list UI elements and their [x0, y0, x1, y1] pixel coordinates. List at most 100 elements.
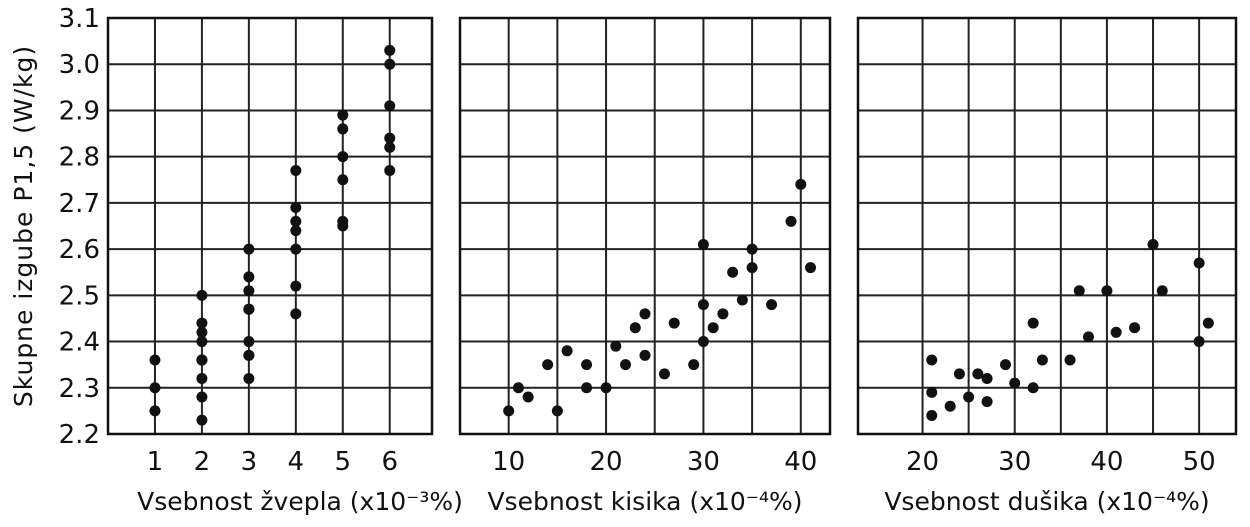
y-tick-label: 2.6	[59, 235, 100, 265]
data-point	[149, 354, 161, 366]
data-point	[149, 405, 161, 417]
panel-frame	[106, 16, 434, 436]
y-tick-label: 2.2	[59, 420, 100, 450]
data-point	[1129, 322, 1141, 334]
data-point	[981, 373, 993, 385]
data-point	[196, 373, 208, 385]
y-tick-label: 2.3	[59, 374, 100, 404]
data-point	[243, 336, 255, 348]
panel-frame	[856, 16, 1238, 436]
data-point	[243, 271, 255, 283]
data-point	[337, 220, 349, 232]
data-point	[542, 359, 554, 371]
x-axis-label: Vsebnost kisika (x10⁻⁴%)	[487, 487, 802, 516]
data-point	[926, 354, 938, 366]
chart-panel-3: 20 30 40 50 Vsebnost dušika (x10⁻⁴%)	[856, 16, 1238, 516]
data-point	[668, 317, 680, 329]
data-point	[290, 215, 302, 227]
data-point	[717, 308, 729, 320]
data-point	[243, 303, 255, 315]
data-point	[243, 373, 255, 385]
data-point	[290, 225, 302, 237]
chart-panel-2: 10 20 30 40 Vsebnost kisika (x10⁻⁴%)	[458, 16, 832, 516]
data-point	[581, 382, 593, 394]
data-point	[1036, 354, 1048, 366]
data-point	[629, 322, 641, 334]
data-point	[600, 382, 612, 394]
data-point	[337, 123, 349, 135]
y-tick-label: 2.5	[59, 281, 100, 311]
data-point	[337, 109, 349, 121]
y-axis-label: Skupne izgube P1,5 (W/kg)	[9, 45, 38, 407]
x-tick-label: 20	[906, 447, 939, 477]
data-point	[561, 345, 573, 357]
data-point	[697, 336, 709, 348]
data-point	[1027, 382, 1039, 394]
x-tick-label: 3	[241, 447, 258, 477]
data-point	[503, 405, 515, 417]
data-point	[290, 202, 302, 214]
data-point	[384, 132, 396, 144]
data-point	[337, 151, 349, 163]
y-tick-label: 2.7	[59, 189, 100, 219]
data-point	[620, 359, 632, 371]
data-point	[384, 44, 396, 56]
x-tick-label: 40	[1090, 447, 1123, 477]
data-point	[149, 382, 161, 394]
data-point	[658, 368, 670, 380]
data-point	[688, 359, 700, 371]
chart-panel-1: 1 2 3 4 5 6 Vsebnost žvepla (x10⁻³%) 2.2 2.3 2.4 2…	[9, 4, 463, 516]
data-point	[697, 238, 709, 250]
data-point	[196, 317, 208, 329]
data-point	[243, 243, 255, 255]
data-point	[243, 349, 255, 361]
x-tick-label: 30	[998, 447, 1031, 477]
x-tick-label: 30	[687, 447, 720, 477]
data-point	[196, 289, 208, 301]
data-point	[1000, 359, 1012, 371]
data-point	[243, 285, 255, 297]
x-tick-label: 50	[1183, 447, 1216, 477]
data-point	[512, 382, 524, 394]
data-point	[1009, 377, 1021, 389]
x-axis-label: Vsebnost žvepla (x10⁻³%)	[137, 487, 463, 516]
data-point	[196, 336, 208, 348]
data-point	[746, 243, 758, 255]
data-point	[1202, 317, 1214, 329]
data-point	[697, 299, 709, 311]
data-point	[1101, 285, 1113, 297]
x-tick-label: 4	[288, 447, 305, 477]
data-point	[639, 308, 651, 320]
data-point	[290, 165, 302, 177]
data-point	[1064, 354, 1076, 366]
data-point	[1147, 238, 1159, 250]
data-point	[1027, 317, 1039, 329]
data-point	[1156, 285, 1168, 297]
data-point	[727, 266, 739, 278]
data-point	[953, 368, 965, 380]
data-point	[196, 354, 208, 366]
data-point	[785, 215, 797, 227]
y-tick-label: 3.0	[59, 50, 100, 80]
x-tick-label: 1	[147, 447, 164, 477]
data-point	[707, 322, 719, 334]
data-point	[196, 391, 208, 403]
data-point	[1073, 285, 1085, 297]
data-point	[972, 368, 984, 380]
data-point	[1193, 336, 1205, 348]
data-point	[337, 174, 349, 186]
data-point	[926, 410, 938, 422]
data-point	[610, 340, 622, 352]
data-point	[522, 391, 534, 403]
x-tick-label: 20	[590, 447, 623, 477]
data-point	[551, 405, 563, 417]
data-point	[746, 262, 758, 274]
data-point	[384, 141, 396, 153]
data-point	[384, 58, 396, 70]
data-point	[981, 396, 993, 408]
x-tick-label: 10	[492, 447, 525, 477]
data-point	[963, 391, 975, 403]
data-point	[1193, 257, 1205, 269]
